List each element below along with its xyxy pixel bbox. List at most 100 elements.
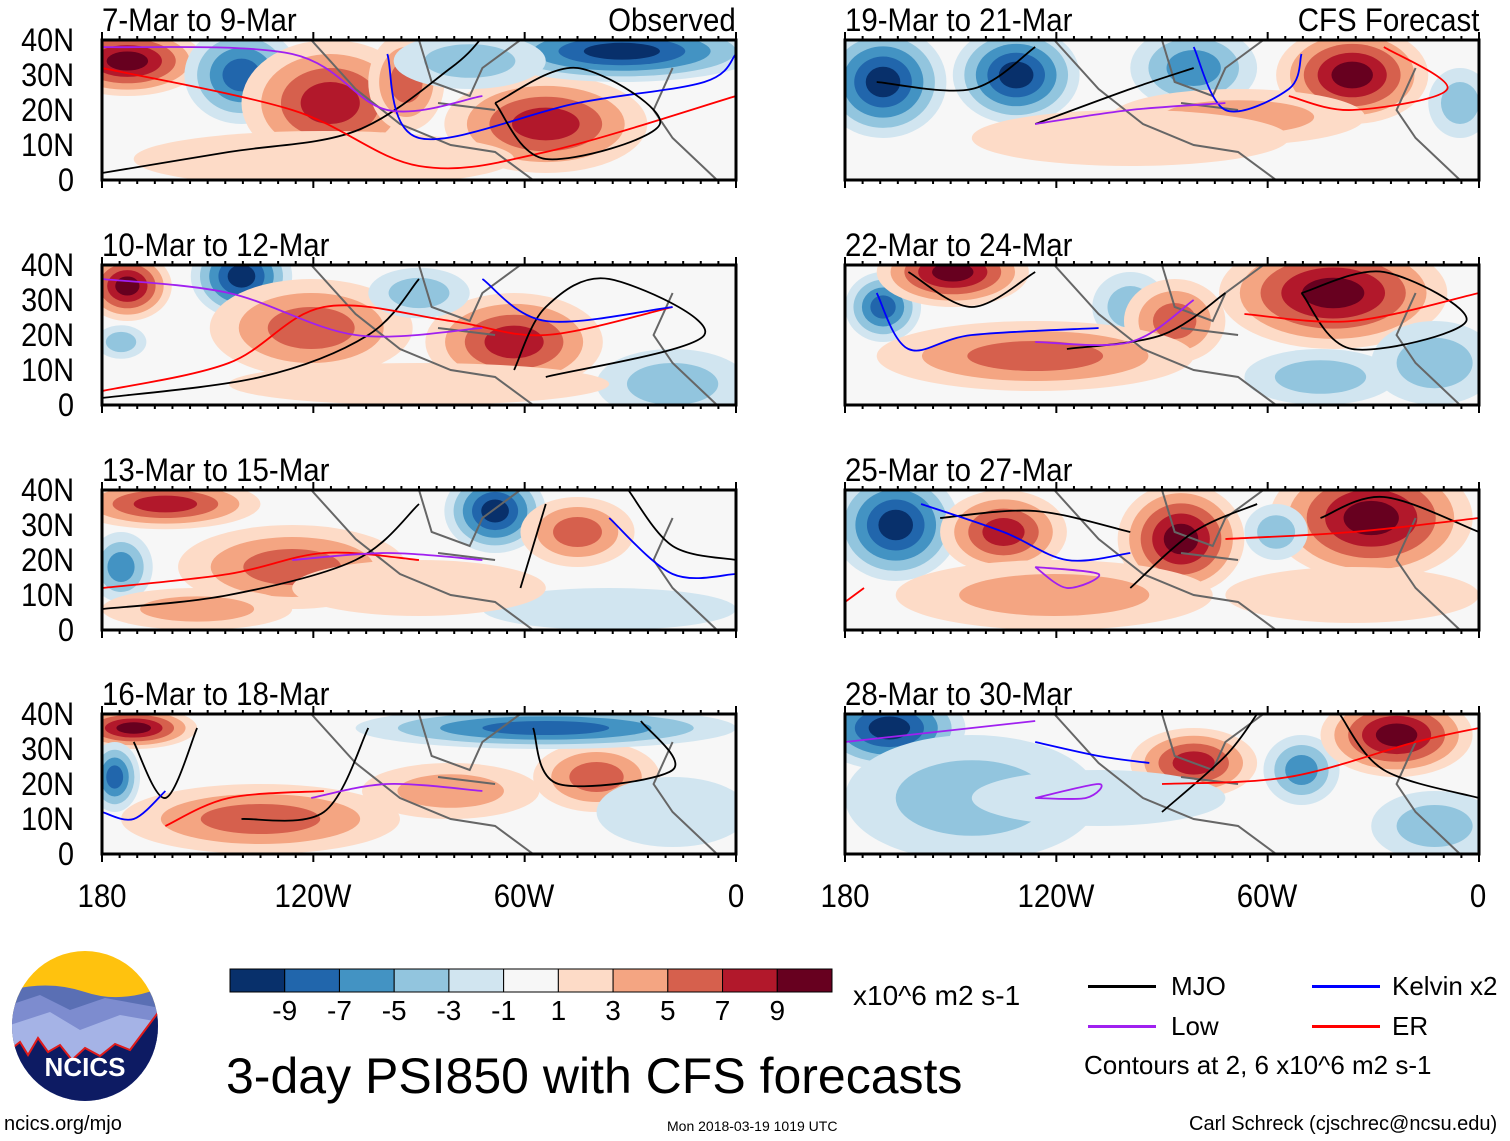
contour-line	[1129, 503, 1258, 589]
positive-anomaly-shading	[133, 495, 198, 513]
contour-line	[1161, 727, 1479, 785]
positive-anomaly-shading	[959, 574, 1150, 616]
contour-line	[519, 503, 547, 589]
negative-anomaly-shading	[1285, 755, 1318, 785]
colorbar-tick-label: 9	[769, 995, 786, 1026]
contour-line	[1034, 67, 1194, 125]
y-tick-label: 40N	[21, 696, 74, 732]
negative-anomaly-shading	[482, 721, 610, 735]
y-tick-label: 20N	[21, 317, 74, 353]
colorbar-tick-label: 3	[605, 995, 621, 1026]
panel-title: 16-Mar to 18-Mar	[102, 676, 330, 712]
positive-anomaly-shading	[511, 107, 580, 141]
negative-anomaly-shading	[1396, 805, 1473, 847]
contour-line	[1035, 741, 1150, 764]
positive-anomaly-shading	[1225, 567, 1479, 623]
y-tick-label: 20N	[21, 542, 74, 578]
positive-anomaly-shading	[1302, 277, 1365, 309]
contour-line	[311, 782, 483, 799]
negative-anomaly-shading	[105, 331, 137, 353]
contour-line	[1300, 270, 1468, 351]
colorbar-tick-label: -7	[327, 995, 352, 1026]
negative-anomaly-shading	[388, 277, 450, 309]
positive-anomaly-shading	[1331, 61, 1373, 89]
colorbar-swatch	[776, 968, 833, 993]
positive-anomaly-shading	[971, 110, 1289, 166]
contour-line	[494, 67, 661, 161]
legend-swatch-er	[1312, 1025, 1380, 1028]
negative-anomaly-shading	[1274, 360, 1367, 394]
contour-line	[1338, 714, 1479, 799]
colorbar-tick-label: -3	[436, 995, 462, 1026]
positive-anomaly-shading	[228, 363, 610, 405]
contour-line	[1320, 496, 1479, 533]
contour-line	[940, 509, 1131, 533]
negative-anomaly-shading	[106, 765, 124, 789]
colorbar-swatch	[667, 968, 724, 993]
positive-anomaly-shading	[484, 325, 544, 359]
contour-line	[608, 517, 736, 580]
x-tick-label: 0	[1469, 878, 1487, 914]
contour-line	[241, 727, 370, 822]
ncics-logo: NCICS	[12, 951, 158, 1101]
coastline	[1053, 490, 1461, 630]
negative-anomaly-shading	[998, 61, 1034, 89]
footer-url: ncics.org/mjo	[4, 1113, 122, 1135]
legend-label-low: Low	[1171, 1011, 1219, 1041]
footer-timestamp: Mon 2018-03-19 1019 UTC	[667, 1118, 838, 1134]
colorbar-swatch	[503, 968, 559, 993]
panel-title: 7-Mar to 9-Mar	[102, 2, 297, 38]
negative-anomaly-shading	[227, 265, 256, 288]
map-plot	[100, 706, 738, 862]
contour-line	[165, 790, 324, 827]
y-tick-label: 30N	[21, 282, 74, 318]
positive-anomaly-shading	[569, 762, 624, 792]
x-tick-label: 180	[820, 878, 870, 914]
contour-line	[132, 727, 198, 799]
contour-line	[513, 277, 707, 378]
x-tick-label: 60W	[1236, 878, 1298, 914]
map-plot	[843, 706, 1481, 862]
contour-line	[102, 304, 673, 392]
map-plot	[843, 257, 1481, 413]
positive-anomaly-shading	[553, 517, 602, 547]
y-tick-label: 0	[57, 387, 74, 423]
coastline	[310, 490, 718, 630]
legend-label-kelvin: Kelvin x2	[1392, 971, 1498, 1001]
contour-line	[102, 551, 420, 589]
negative-anomaly-shading	[424, 44, 516, 78]
y-tick-label: 10N	[21, 352, 74, 388]
contour-line	[920, 503, 1131, 562]
colorbar-swatch	[557, 968, 614, 993]
y-tick-label: 10N	[21, 127, 74, 163]
contour-line	[1034, 566, 1101, 589]
y-tick-label: 0	[57, 612, 74, 648]
colorbar-tick-label: 5	[660, 995, 676, 1026]
y-tick-label: 0	[57, 162, 74, 198]
panel-source-label: Observed	[608, 2, 736, 38]
legend-swatch-kelvin	[1312, 985, 1380, 988]
x-tick-label: 120W	[1017, 878, 1095, 914]
y-tick-label: 0	[57, 836, 74, 872]
legend-label-mjo: MJO	[1171, 971, 1226, 1001]
negative-anomaly-shading	[481, 499, 509, 523]
negative-anomaly-shading	[1257, 515, 1296, 549]
colorbar-units: x10^6 m2 s-1	[853, 980, 1021, 1011]
contour-line	[386, 53, 736, 141]
negative-anomaly-shading	[583, 42, 660, 60]
contour-line	[102, 67, 736, 170]
contour-line	[102, 790, 167, 821]
coastline	[310, 265, 718, 405]
y-tick-label: 40N	[21, 472, 74, 508]
contour-line	[481, 278, 673, 323]
positive-anomaly-shading	[300, 82, 360, 124]
footer-author: Carl Schreck (cjschrec@ncsu.edu)	[1189, 1113, 1498, 1135]
colorbar-swatch	[229, 968, 286, 993]
positive-anomaly-shading	[1343, 500, 1399, 536]
contour-line	[292, 552, 483, 561]
panel-title: 19-Mar to 21-Mar	[845, 2, 1073, 38]
colorbar-swatch	[393, 968, 450, 993]
y-tick-label: 10N	[21, 801, 74, 837]
colorbar-swatch	[448, 968, 505, 993]
figure-title: 3-day PSI850 with CFS forecasts	[226, 1048, 963, 1104]
